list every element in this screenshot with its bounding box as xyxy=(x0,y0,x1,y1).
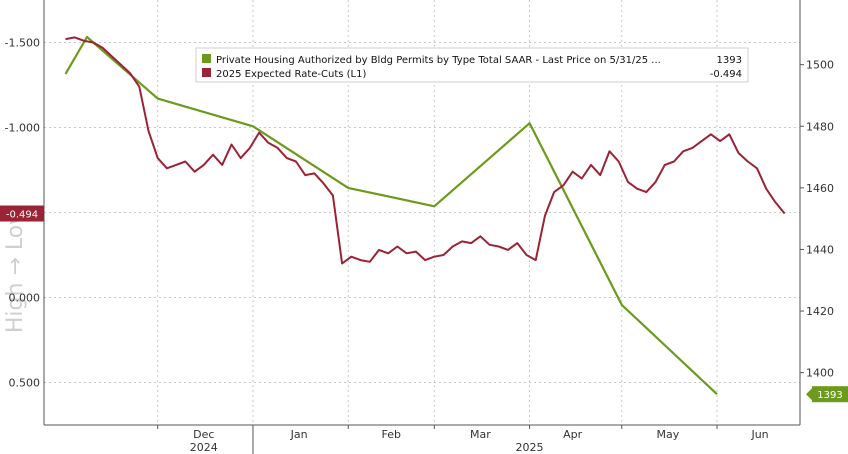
x-axis-ticks: Dec Jan Feb Mar Apr May Jun 2024 2025 xyxy=(157,425,769,454)
watermark: High → Low xyxy=(3,207,28,333)
x-month-label: Dec xyxy=(193,428,214,441)
right-tick-label: 1440 xyxy=(806,243,834,256)
x-year-label: 2024 xyxy=(190,441,218,454)
last-value-text-1: -0.494 xyxy=(6,210,38,221)
left-tick-label: -1.000 xyxy=(5,122,40,135)
legend-value: 1393 xyxy=(717,55,742,66)
x-month-label: Jun xyxy=(750,428,768,441)
x-month-label: Jan xyxy=(290,428,308,441)
legend-swatch xyxy=(202,54,211,63)
x-month-label: May xyxy=(656,428,679,441)
legend: Private Housing Authorized by Bldg Permi… xyxy=(195,47,749,83)
badge-arrow xyxy=(806,388,812,401)
legend-label: Private Housing Authorized by Bldg Permi… xyxy=(216,55,661,66)
x-month-label: Apr xyxy=(563,428,583,441)
right-tick-label: 1420 xyxy=(806,305,834,318)
right-tick-label: 1460 xyxy=(806,182,834,195)
x-month-label: Mar xyxy=(470,428,491,441)
right-tick-label: 1400 xyxy=(806,367,834,380)
legend-label: 2025 Expected Rate-Cuts (L1) xyxy=(216,69,366,80)
last-value-badge-0 xyxy=(812,386,848,403)
last-value-text-0: 1393 xyxy=(817,390,842,401)
last-value-badges: 1393 -0.494 xyxy=(0,205,848,403)
x-year-label: 2025 xyxy=(516,441,544,454)
series-layer xyxy=(64,35,786,396)
x-month-label: Feb xyxy=(382,428,401,441)
right-axis-ticks: 1500 1480 1460 1440 1420 1400 xyxy=(800,59,834,380)
right-tick-label: 1500 xyxy=(806,59,834,72)
right-tick-label: 1480 xyxy=(806,120,834,133)
left-tick-label: 0.500 xyxy=(9,377,41,390)
legend-value: -0.494 xyxy=(710,69,742,80)
legend-box xyxy=(195,47,749,83)
last-value-badge-1 xyxy=(0,205,44,222)
legend-swatch xyxy=(202,68,211,77)
left-tick-label: 0.000 xyxy=(9,292,41,305)
left-tick-label: -1.500 xyxy=(5,37,40,50)
